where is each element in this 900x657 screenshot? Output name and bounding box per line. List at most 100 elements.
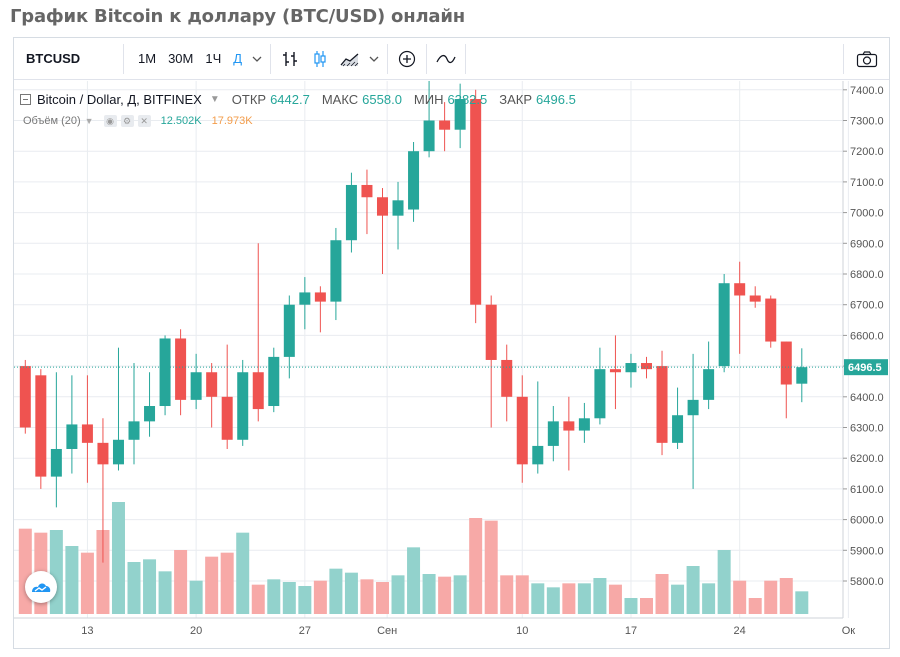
x-tick-label: 24: [734, 625, 746, 637]
x-tick-label: 20: [190, 625, 202, 637]
compare-icon[interactable]: [431, 44, 461, 74]
volume-title: Объём (20): [23, 115, 81, 127]
volume-bar: [686, 566, 700, 614]
x-tick-label: 27: [299, 625, 311, 637]
candle-body: [516, 396, 528, 465]
candle-body: [97, 442, 109, 465]
chevron-down-icon[interactable]: ▼: [84, 116, 94, 126]
tradingview-logo-icon[interactable]: [25, 571, 57, 603]
candle-body: [19, 366, 31, 428]
candle-body: [112, 439, 124, 465]
interval-30m-button[interactable]: 30М: [168, 50, 194, 66]
volume-bar: [282, 582, 296, 614]
volume-value-1: 12.502K: [160, 115, 202, 127]
bar-chart-icon[interactable]: [275, 44, 305, 74]
settings-icon[interactable]: ⚙: [120, 115, 134, 127]
candle-body: [749, 295, 761, 302]
chevron-down-icon[interactable]: ▼: [209, 94, 220, 105]
eye-icon[interactable]: ◉: [103, 115, 117, 127]
candle-body: [206, 372, 218, 397]
x-tick-label: 13: [81, 625, 93, 637]
open-value: 6442.7: [270, 92, 310, 107]
candle-body: [578, 418, 590, 431]
candle-body: [144, 406, 156, 422]
series-title: Bitcoin / Dollar, Д, BITFINEX: [37, 92, 202, 107]
x-tick-label: Ок: [842, 625, 856, 637]
candlestick-icon[interactable]: [305, 44, 335, 74]
y-tick-label: 6800.0: [850, 269, 884, 281]
candle-body: [734, 283, 746, 296]
volume-bar: [313, 580, 327, 614]
candle-body: [485, 304, 497, 360]
volume-bar: [562, 583, 576, 614]
candle-body: [345, 184, 357, 241]
area-chart-icon[interactable]: [335, 44, 365, 74]
volume-bar: [733, 580, 747, 614]
high-label: МАКС: [321, 92, 359, 107]
candle-body: [718, 283, 730, 367]
volume-bar: [577, 583, 591, 614]
candle-body: [35, 375, 47, 477]
y-tick-label: 6600.0: [850, 330, 884, 342]
last-price-tag: [844, 359, 888, 376]
series-legend: Bitcoin / Dollar, Д, BITFINEX ▼ ОТКР 6442…: [20, 92, 576, 107]
candle-body: [252, 372, 264, 410]
chart-widget: BTCUSD 1М 30М 1Ч Д: [13, 37, 890, 649]
volume-bar: [96, 530, 110, 614]
candle-body: [314, 292, 326, 302]
y-tick-label: 6300.0: [850, 423, 884, 435]
volume-bar: [189, 580, 203, 614]
last-price-label: 6496.5: [848, 362, 882, 374]
volume-bar: [546, 587, 560, 614]
y-tick-label: 7300.0: [850, 116, 884, 128]
candle-body: [408, 151, 420, 210]
volume-bar: [375, 582, 389, 614]
volume-bar: [127, 562, 141, 614]
volume-bar: [220, 552, 234, 614]
volume-bar: [111, 502, 125, 614]
collapse-legend-button[interactable]: [20, 94, 31, 105]
volume-bar: [469, 518, 483, 614]
volume-bar: [453, 575, 467, 614]
volume-bar: [49, 530, 63, 614]
candle-body: [609, 369, 621, 373]
low-value: 6382.5: [447, 92, 488, 107]
interval-1h-button[interactable]: 1Ч: [205, 50, 222, 66]
candle-body: [66, 424, 78, 449]
chevron-down-icon[interactable]: [248, 44, 266, 74]
close-label: ЗАКР: [499, 92, 533, 107]
y-tick-label: 6200.0: [850, 453, 884, 465]
candle-body: [594, 369, 606, 419]
volume-bar: [407, 547, 421, 614]
y-tick-label: 6100.0: [850, 484, 884, 496]
volume-bar: [671, 584, 685, 614]
add-indicator-icon[interactable]: [392, 44, 422, 74]
candle-body: [50, 448, 62, 477]
volume-bar: [236, 532, 250, 614]
candle-body: [796, 367, 808, 384]
camera-icon[interactable]: [843, 44, 889, 74]
candle-body: [656, 366, 668, 443]
volume-bar: [65, 546, 79, 614]
volume-bar: [158, 571, 172, 614]
interval-day-button[interactable]: Д: [233, 50, 243, 66]
candle-body: [454, 99, 466, 130]
volume-bar: [717, 550, 731, 614]
candle-body: [423, 120, 435, 152]
interval-1m-button[interactable]: 1М: [138, 50, 157, 66]
volume-bar: [80, 552, 94, 614]
volume-bar: [702, 583, 716, 614]
symbol-search-button[interactable]: BTCUSD: [14, 43, 124, 74]
volume-bar: [329, 568, 343, 614]
toolbar-divider: [270, 43, 272, 74]
price-chart[interactable]: 132027Сен101724Ок7500.07400.07300.07200.…: [14, 81, 889, 649]
candle-body: [268, 356, 280, 407]
volume-bar: [344, 572, 358, 614]
close-icon[interactable]: ✕: [137, 115, 151, 127]
volume-bar: [438, 576, 452, 614]
chevron-down-icon[interactable]: [365, 44, 383, 74]
volume-bar: [795, 591, 809, 614]
volume-bar: [251, 584, 265, 614]
volume-bar: [205, 556, 219, 614]
volume-bar: [143, 559, 157, 614]
